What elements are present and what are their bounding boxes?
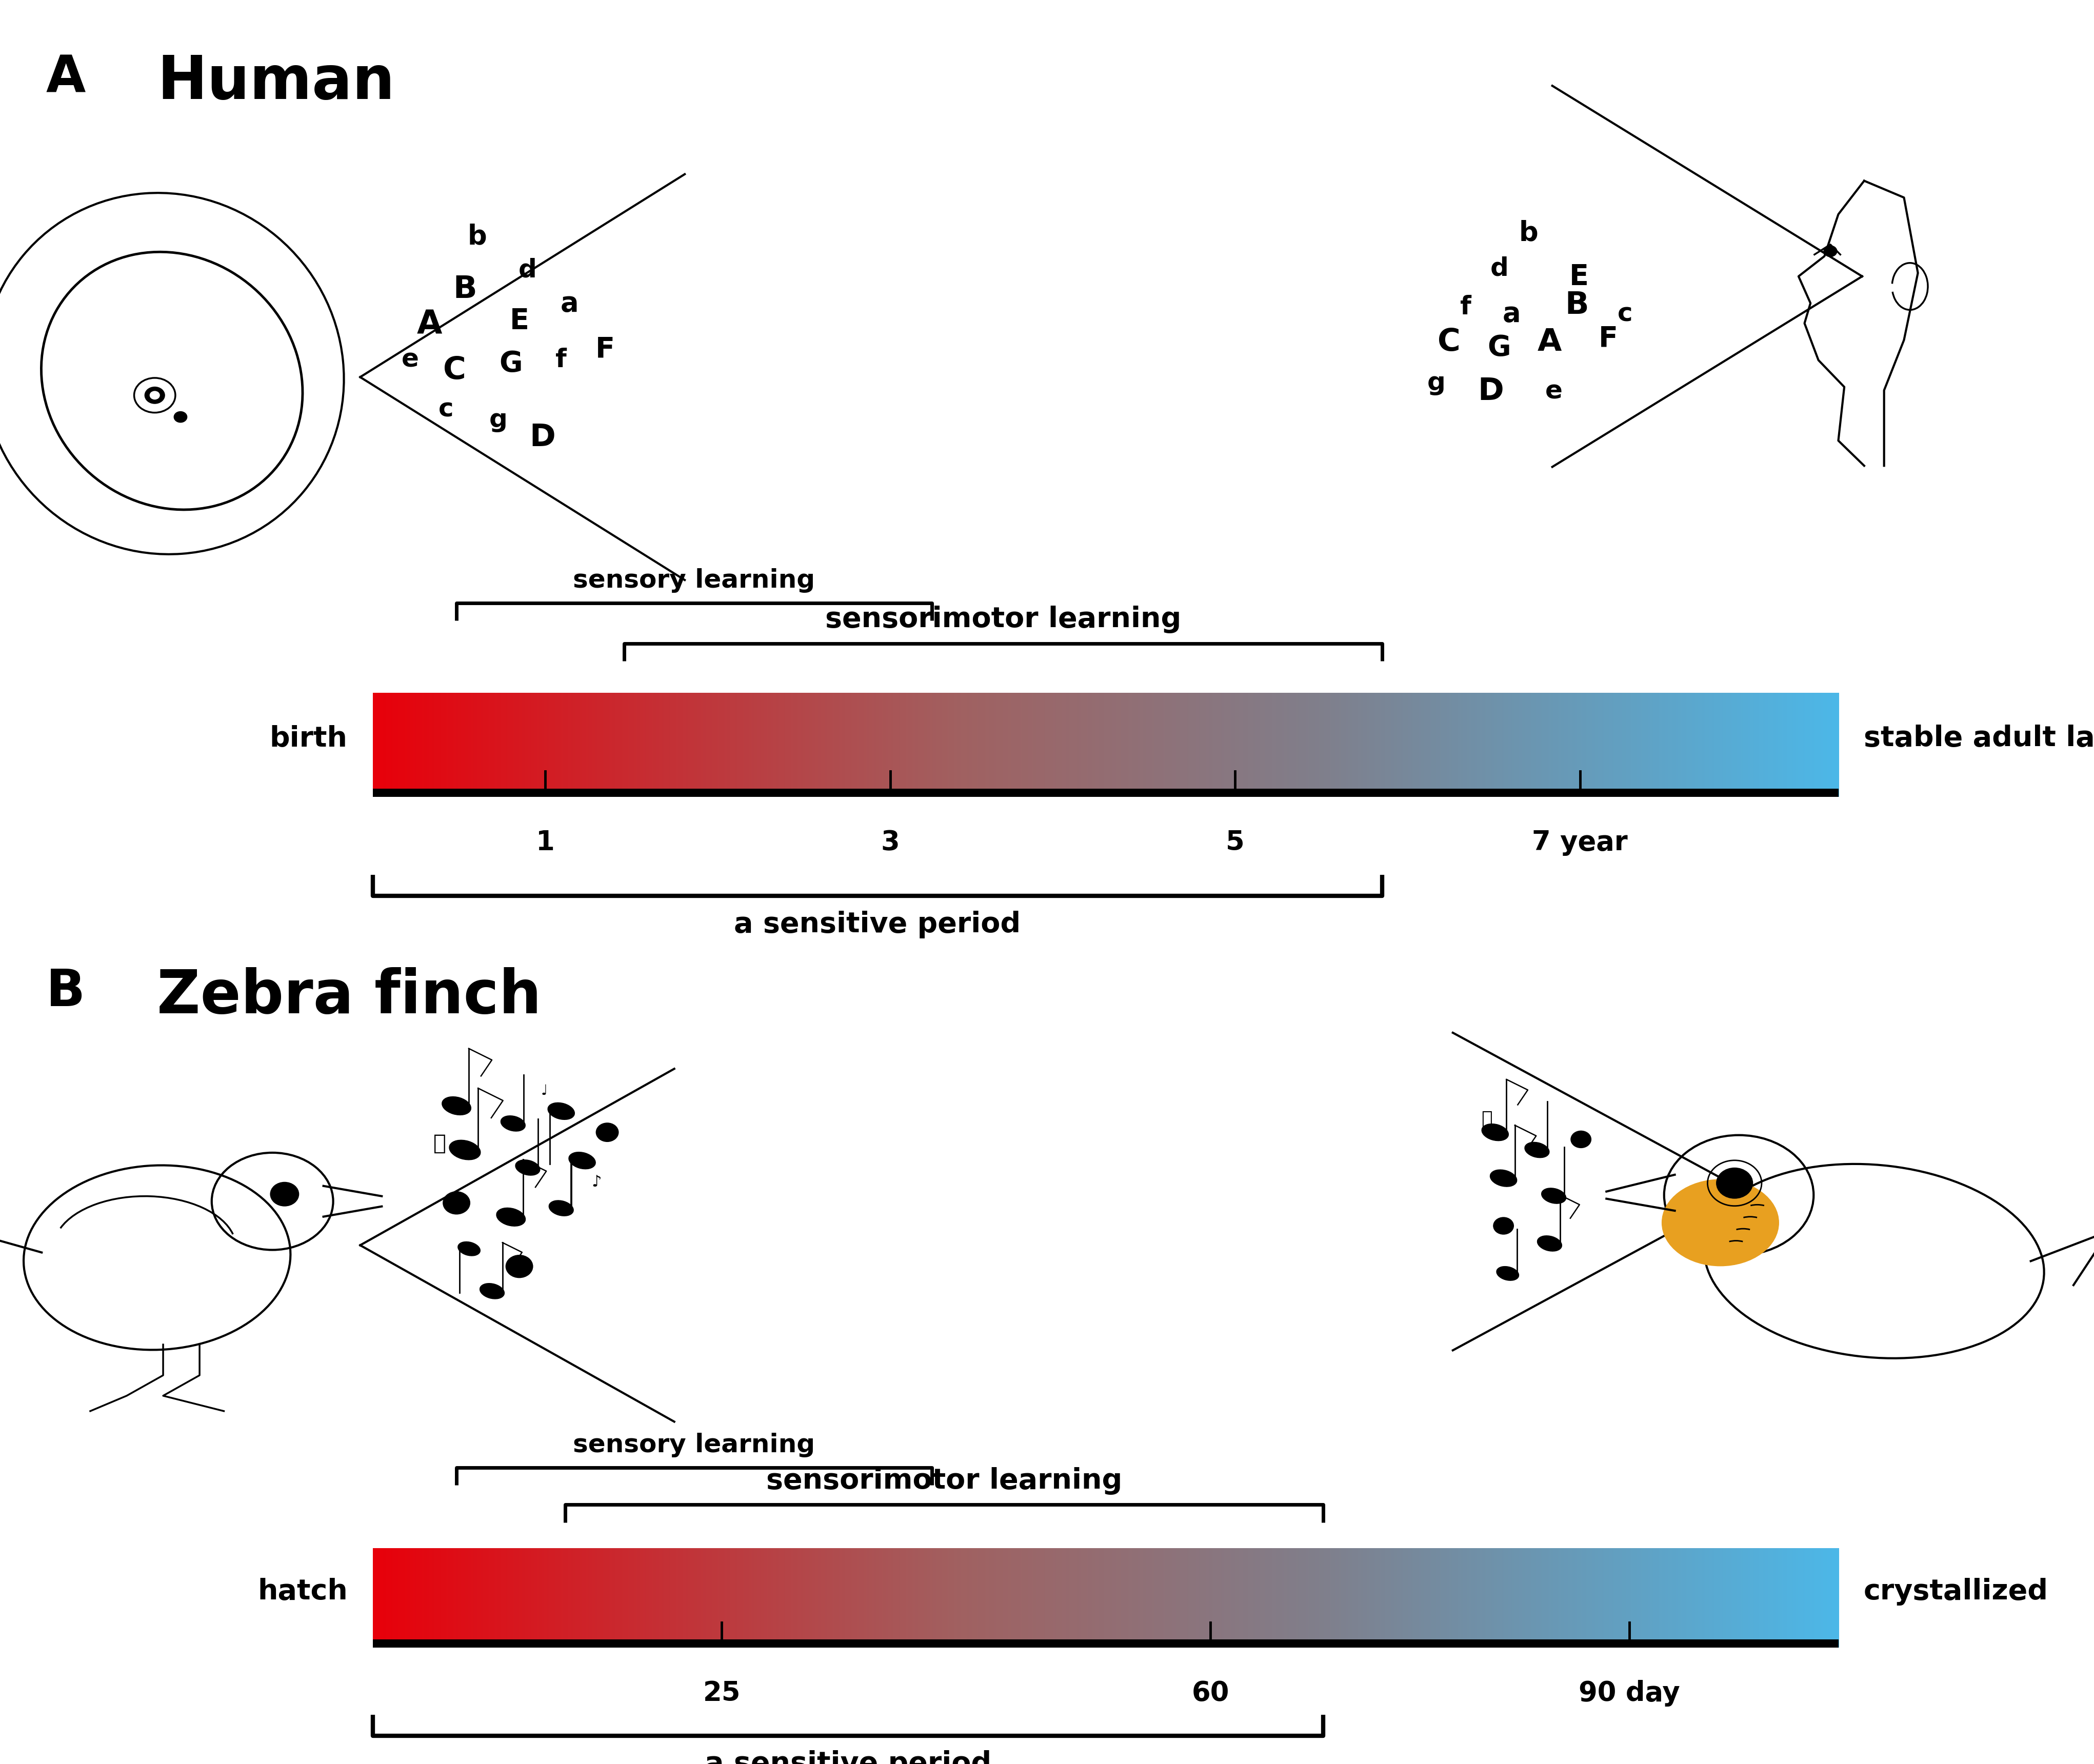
- Text: G: G: [1487, 333, 1512, 362]
- Circle shape: [1824, 245, 1836, 258]
- Text: sensory learning: sensory learning: [574, 568, 815, 593]
- Ellipse shape: [496, 1208, 526, 1226]
- Ellipse shape: [459, 1242, 480, 1256]
- Text: Zebra finch: Zebra finch: [157, 967, 542, 1025]
- Text: g: g: [1428, 370, 1445, 395]
- Text: ♩: ♩: [540, 1083, 549, 1097]
- Ellipse shape: [1524, 1143, 1550, 1157]
- Text: a: a: [1503, 300, 1520, 328]
- Text: e: e: [1545, 379, 1562, 404]
- Circle shape: [505, 1254, 534, 1279]
- Ellipse shape: [1483, 1124, 1508, 1141]
- Text: crystallized: crystallized: [1864, 1577, 2048, 1605]
- Text: 𝄞: 𝄞: [433, 1132, 446, 1154]
- Text: 1: 1: [536, 829, 555, 856]
- Text: A: A: [46, 53, 86, 102]
- Ellipse shape: [1497, 1267, 1518, 1281]
- Ellipse shape: [515, 1161, 540, 1175]
- Text: B: B: [46, 967, 86, 1016]
- Text: F: F: [1598, 325, 1619, 353]
- Text: A: A: [1537, 326, 1562, 358]
- Text: Human: Human: [157, 53, 396, 111]
- Text: b: b: [1518, 219, 1539, 247]
- Text: G: G: [498, 349, 524, 377]
- Text: E: E: [1568, 263, 1589, 291]
- Text: sensorimotor learning: sensorimotor learning: [766, 1466, 1122, 1494]
- Circle shape: [595, 1124, 620, 1143]
- Text: 7 year: 7 year: [1533, 829, 1627, 856]
- Text: f: f: [1460, 295, 1472, 319]
- Bar: [373, 1641, 1839, 1648]
- Text: E: E: [509, 307, 530, 335]
- Ellipse shape: [442, 1097, 471, 1115]
- Bar: [373, 679, 1839, 693]
- Text: C: C: [444, 355, 465, 386]
- Circle shape: [174, 411, 186, 423]
- Ellipse shape: [1491, 1170, 1516, 1187]
- Circle shape: [1570, 1131, 1591, 1148]
- Text: e: e: [402, 348, 419, 372]
- Text: ♪: ♪: [593, 1175, 601, 1189]
- Circle shape: [144, 386, 165, 404]
- Text: F: F: [595, 335, 616, 363]
- Text: a sensitive period: a sensitive period: [735, 910, 1020, 938]
- Text: A: A: [417, 309, 442, 340]
- Text: D: D: [1478, 376, 1503, 407]
- Text: a: a: [561, 289, 578, 318]
- Text: f: f: [555, 348, 567, 372]
- Ellipse shape: [570, 1152, 595, 1170]
- Circle shape: [270, 1182, 299, 1207]
- Text: c: c: [1617, 302, 1633, 326]
- Ellipse shape: [1537, 1237, 1562, 1251]
- Text: B: B: [1564, 289, 1589, 321]
- Text: d: d: [519, 258, 536, 282]
- Ellipse shape: [549, 1201, 574, 1215]
- Text: sensory learning: sensory learning: [574, 1432, 815, 1457]
- Text: d: d: [1491, 256, 1508, 280]
- Text: c: c: [438, 397, 454, 422]
- Ellipse shape: [549, 1102, 574, 1120]
- Text: B: B: [452, 273, 477, 305]
- Text: stable adult language: stable adult language: [1864, 725, 2094, 751]
- Circle shape: [442, 1191, 471, 1215]
- Text: 5: 5: [1225, 829, 1244, 856]
- Text: hatch: hatch: [258, 1577, 348, 1605]
- Text: b: b: [467, 222, 488, 250]
- Circle shape: [149, 392, 159, 400]
- Bar: [373, 1535, 1839, 1549]
- Text: 60: 60: [1191, 1679, 1229, 1706]
- Text: D: D: [530, 422, 555, 453]
- Circle shape: [1717, 1168, 1753, 1200]
- Text: sensorimotor learning: sensorimotor learning: [825, 605, 1181, 633]
- Ellipse shape: [1541, 1189, 1566, 1203]
- Circle shape: [1493, 1217, 1514, 1235]
- Ellipse shape: [450, 1140, 480, 1161]
- Text: 3: 3: [882, 829, 900, 856]
- Text: 𝄞: 𝄞: [1480, 1110, 1493, 1127]
- Text: C: C: [1439, 326, 1460, 358]
- Bar: [373, 789, 1839, 797]
- Text: 25: 25: [704, 1679, 741, 1706]
- Ellipse shape: [1663, 1180, 1778, 1267]
- Text: birth: birth: [270, 725, 348, 751]
- Ellipse shape: [480, 1284, 505, 1298]
- Text: g: g: [490, 407, 507, 432]
- Ellipse shape: [500, 1117, 526, 1131]
- Text: 90 day: 90 day: [1579, 1679, 1679, 1706]
- Text: a sensitive period: a sensitive period: [706, 1750, 990, 1764]
